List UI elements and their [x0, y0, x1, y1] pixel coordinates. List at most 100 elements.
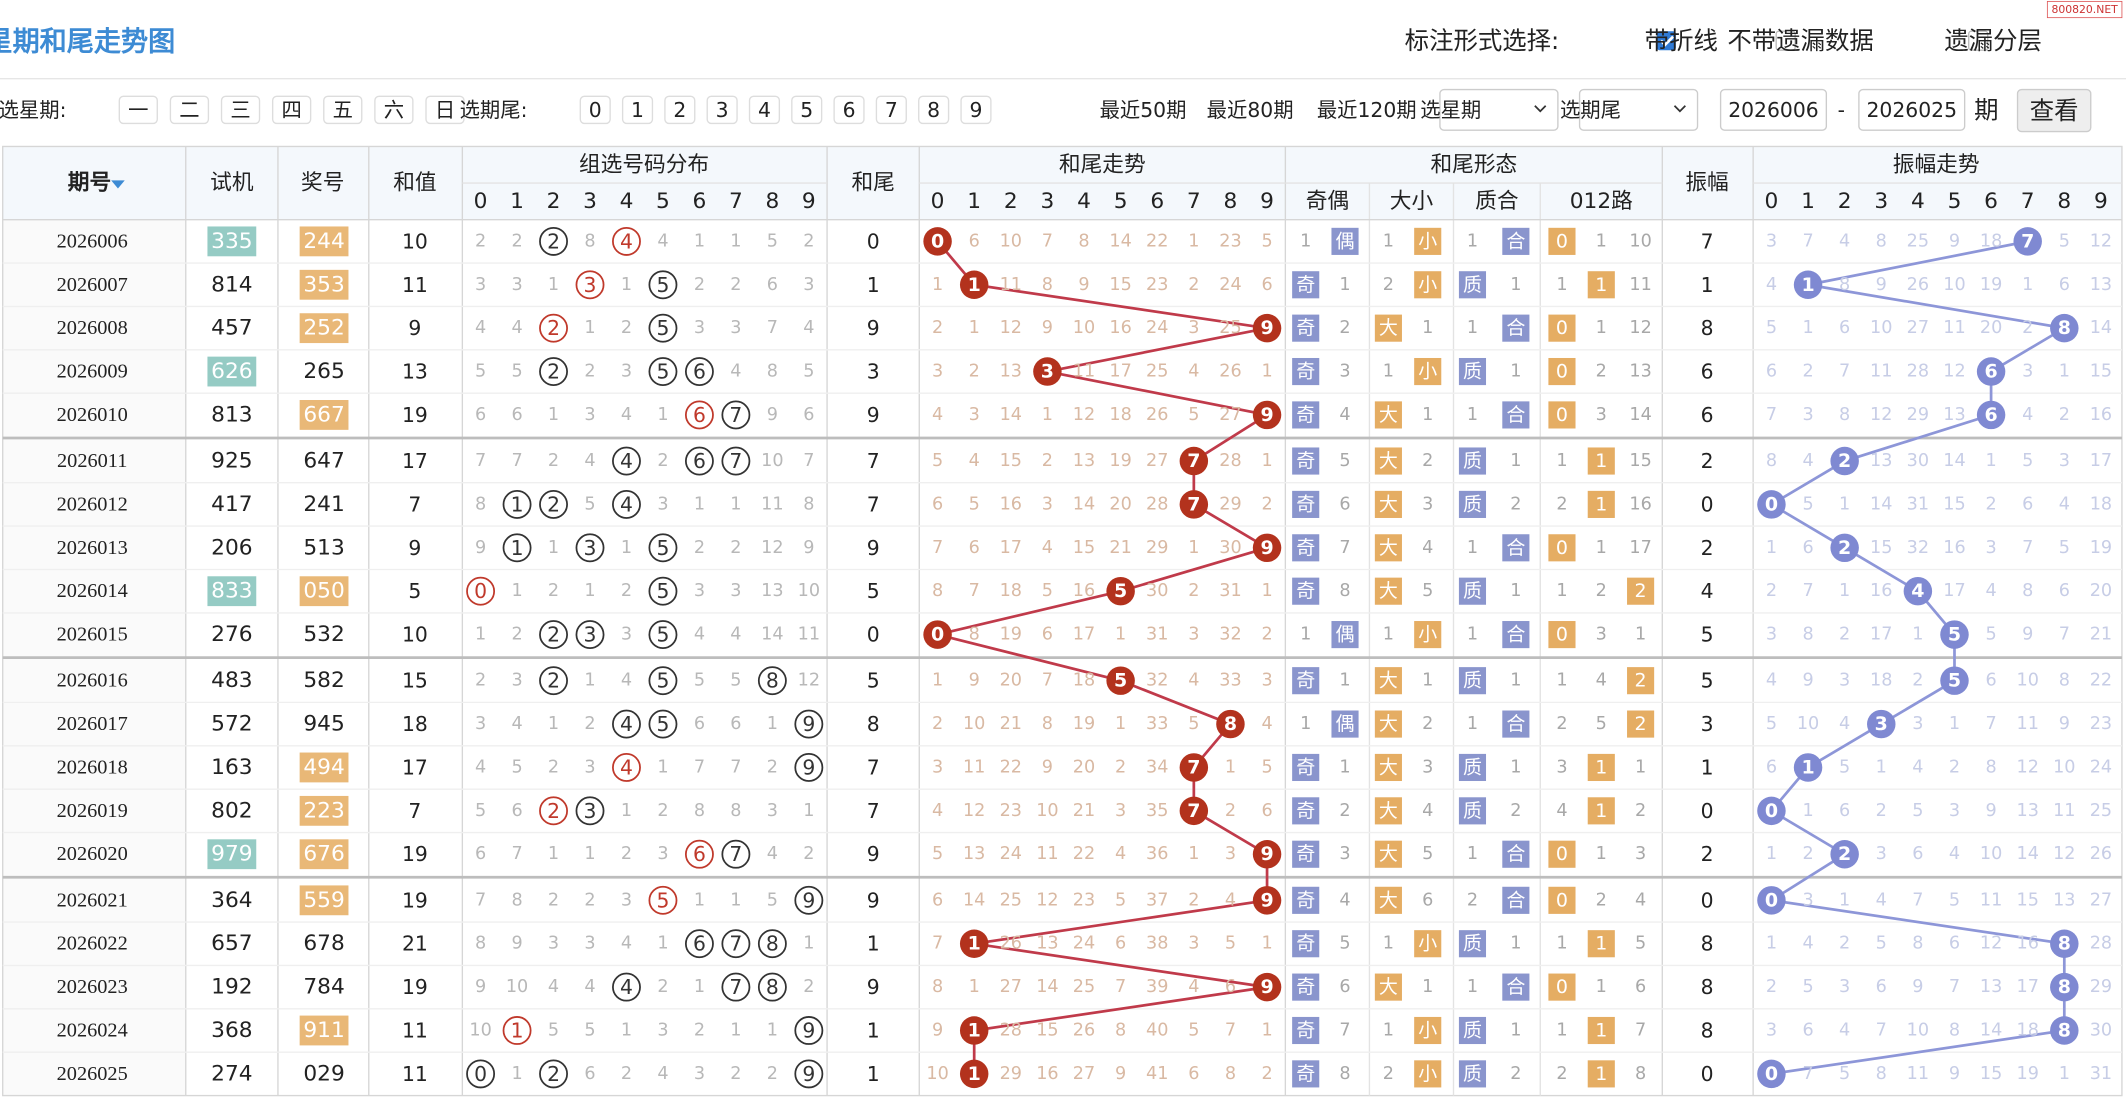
checkbox[interactable]	[1968, 30, 1989, 51]
tail-button[interactable]	[706, 95, 738, 125]
amp-miss: 31	[1907, 494, 1929, 514]
tail-text[interactable]: 2	[673, 98, 686, 122]
weekday-button[interactable]	[271, 95, 312, 125]
tail-button[interactable]	[664, 95, 696, 125]
tail-button[interactable]	[748, 95, 781, 125]
tail-text[interactable]: 6	[843, 98, 856, 122]
shape-miss: 1	[1467, 538, 1478, 558]
tail-text[interactable]: 5	[800, 98, 813, 122]
shape-hit: 1	[1595, 800, 1607, 822]
digit-header: 2	[1004, 189, 1018, 214]
tail-miss: 3	[1042, 494, 1053, 514]
shape-miss: 3	[1556, 757, 1567, 777]
date-input[interactable]	[1858, 88, 1966, 131]
weekday-button[interactable]	[220, 95, 261, 125]
weekday-button[interactable]	[118, 95, 158, 125]
tail-text[interactable]: 1	[631, 98, 644, 122]
tail-miss: 13	[1036, 934, 1058, 954]
tail-miss: 19	[1000, 625, 1022, 645]
tail-button[interactable]	[918, 95, 950, 125]
input-text[interactable]: 2026025	[1866, 98, 1957, 122]
shape-highlight	[1292, 797, 1320, 825]
tail-hit: 5	[1114, 580, 1127, 602]
weekday-button[interactable]	[374, 95, 414, 125]
recent-link[interactable]: 最近80期	[1207, 98, 1294, 122]
tail-hit: 8	[1224, 713, 1237, 735]
select-text[interactable]: 选星期	[1420, 98, 1481, 122]
option-label[interactable]: 不带遗漏数据	[1727, 26, 1873, 55]
date-input[interactable]	[1719, 88, 1828, 131]
shape-hit: 奇	[1296, 317, 1315, 339]
amp-miss: 26	[1907, 275, 1929, 295]
tail-button[interactable]	[875, 95, 907, 125]
select-box[interactable]	[1578, 88, 1699, 131]
checkbox[interactable]	[1775, 30, 1796, 51]
tail-text[interactable]: 8	[927, 98, 940, 122]
weekday-text[interactable]: 四	[281, 98, 301, 122]
tail-button[interactable]	[960, 95, 992, 125]
weekday-text[interactable]: 六	[384, 98, 404, 122]
tail-miss: 5	[1042, 581, 1053, 601]
shape-hit: 合	[1506, 537, 1525, 559]
tail-miss: 1	[1261, 362, 1272, 382]
amp-miss: 3	[1912, 714, 1923, 734]
recent-link[interactable]: 最近120期	[1317, 98, 1417, 122]
recent-link[interactable]: 最近50期	[1100, 98, 1187, 122]
weekday-text[interactable]: 三	[230, 98, 250, 122]
tail-button[interactable]	[791, 95, 823, 125]
amp-miss: 1	[1802, 801, 1813, 821]
weekday-button[interactable]	[425, 95, 465, 125]
tail-button[interactable]	[621, 95, 654, 125]
weekday-button[interactable]	[169, 95, 210, 125]
weekday-text[interactable]: 五	[333, 98, 353, 122]
submit-button[interactable]	[2016, 88, 2092, 133]
dist-circle	[612, 489, 641, 519]
weekday-text[interactable]: 二	[179, 98, 199, 122]
digit-header: 9	[2094, 189, 2108, 214]
amp-miss: 11	[1943, 318, 1965, 338]
tail-miss: 26	[1219, 362, 1241, 382]
tail-text[interactable]: 7	[885, 98, 898, 122]
tail-miss: 20	[1073, 757, 1095, 777]
tail-miss: 1	[1115, 625, 1126, 645]
amp-miss: 1	[2059, 1064, 2070, 1084]
amp-ball	[1903, 576, 1933, 606]
tail: 1	[867, 273, 880, 297]
tail-text[interactable]: 3	[716, 98, 729, 122]
tail-text[interactable]: 9	[969, 98, 982, 122]
shape-hit: 小	[1418, 1063, 1437, 1085]
shape-hit: 奇	[1296, 361, 1315, 383]
weekday-text[interactable]: 日	[435, 98, 455, 122]
tail-miss: 3	[1115, 801, 1126, 821]
submit-text[interactable]: 查看	[2030, 96, 2079, 125]
tail-miss: 2	[1261, 494, 1272, 514]
option-label[interactable]: 遗漏分层	[1944, 26, 2042, 55]
header-text: 奇偶	[1306, 189, 1349, 214]
weekday-text[interactable]: 一	[128, 98, 148, 122]
weekday-button[interactable]	[323, 95, 363, 125]
tail-button[interactable]	[579, 95, 611, 125]
sort-icon[interactable]	[111, 180, 125, 189]
dist-miss: 1	[767, 714, 778, 734]
shape-hit: 合	[1506, 317, 1525, 339]
option-label[interactable]: 带折线	[1645, 26, 1718, 55]
shape-highlight	[1627, 667, 1655, 695]
dist-hit: 0	[474, 1062, 487, 1086]
tail-button[interactable]	[833, 95, 865, 125]
shape-hit: 合	[1506, 713, 1525, 735]
select-text[interactable]: 选期尾	[1560, 98, 1621, 122]
tail-miss: 9	[932, 1020, 943, 1040]
tail-miss: 5	[1225, 934, 1236, 954]
tail-text[interactable]: 0	[589, 98, 602, 122]
tail-text[interactable]: 4	[758, 98, 771, 122]
dist-hit: 2	[547, 623, 560, 647]
input-text[interactable]: 2026006	[1728, 98, 1819, 122]
shape-highlight	[1502, 840, 1530, 868]
digit-header: 2	[547, 189, 561, 214]
shape-miss: 8	[1339, 1064, 1350, 1084]
amp-miss: 6	[1802, 1020, 1813, 1040]
dist-miss: 2	[694, 538, 705, 558]
select-box[interactable]	[1439, 88, 1559, 131]
checkbox[interactable]	[1656, 31, 1676, 51]
tail-miss: 27	[1000, 977, 1022, 997]
